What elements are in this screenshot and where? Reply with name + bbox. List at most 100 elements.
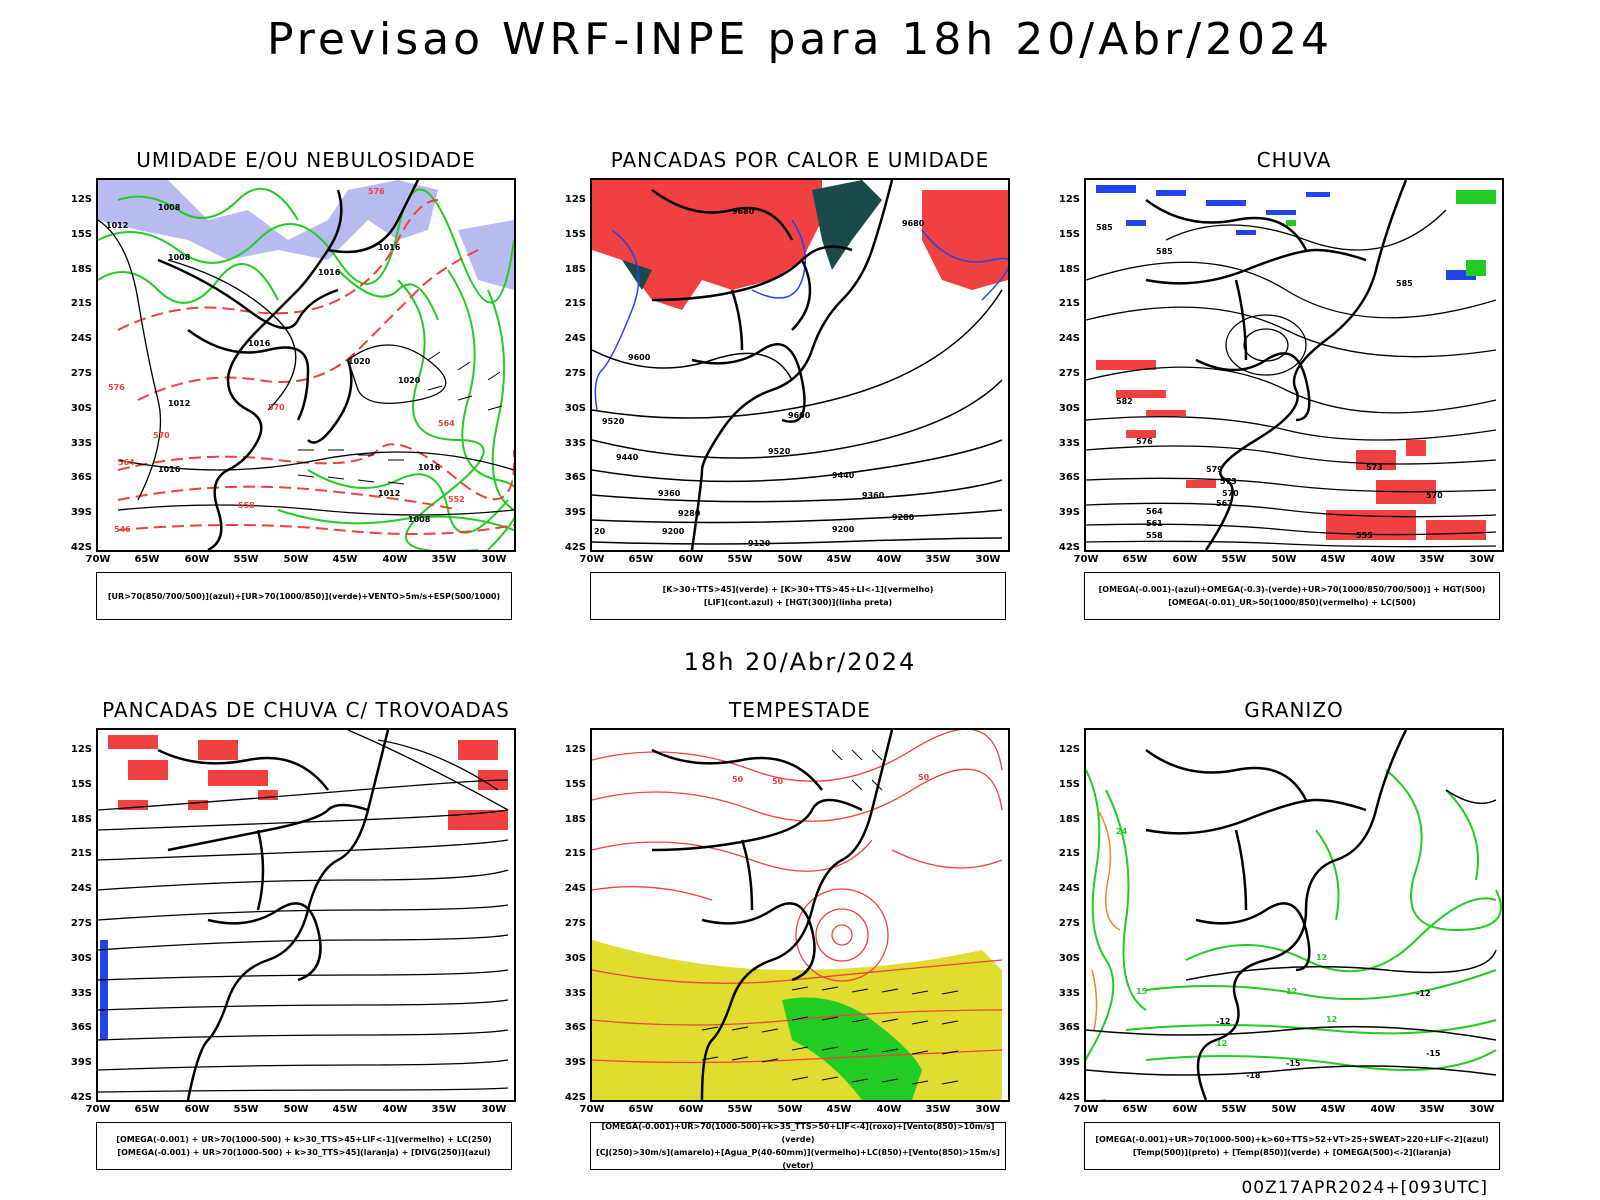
lon-tick: 30W [975,1104,1001,1115]
contour-label: 1008 [408,515,431,524]
lat-tick: 24S [564,333,586,344]
lon-tick: 40W [876,554,902,565]
pressure-isobars-black [98,219,514,516]
contour-label: 558 [1146,531,1163,540]
lon-tick: 30W [1469,554,1495,565]
panel-legend: [UR>70(850/700/500)](azul)+[UR>70(1000/8… [96,572,512,620]
lon-tick: 45W [1320,554,1346,565]
contour-label: 50 [732,775,744,784]
contour-label: 573 [1366,463,1383,472]
map-canvas [98,730,509,1100]
lon-tick: 50W [1271,554,1297,565]
lat-tick: 39S [70,507,92,518]
lat-tick: 30S [1058,953,1080,964]
contour-label: 9520 [602,417,625,426]
legend-line: [UR>70(850/700/500)](azul)+[UR>70(1000/8… [107,591,501,601]
map-frame: 1008 1008 1012 1016 1016 1016 1020 1020 … [96,178,516,552]
contour-label: 585 [1396,279,1413,288]
contour-label: 561 [1146,519,1163,528]
lc250-streamlines [98,730,509,1093]
contour-label: 9680 [902,219,925,228]
lon-tick: 40W [382,554,408,565]
lat-tick: 24S [1058,883,1080,894]
lat-tick: 18S [1058,264,1080,275]
lon-tick: 60W [1172,554,1198,565]
lat-tick: 30S [564,403,586,414]
lat-tick: 36S [1058,472,1080,483]
panel-umidade: UMIDADE E/OU NEBULOSIDADE [71,148,516,628]
lat-tick: 36S [1058,1022,1080,1033]
lat-tick: 36S [564,1022,586,1033]
contour-label: 9600 [788,411,811,420]
lat-tick: 42S [70,1092,92,1103]
map-frame: -12 -12 -15 -15 -18 15 12 12 12 12 24 [1084,728,1504,1102]
lat-tick: 39S [1058,507,1080,518]
lat-tick: 18S [70,264,92,275]
wind850-vectors [701,749,959,1085]
contour-label: 9360 [862,491,885,500]
lon-tick: 30W [481,1104,507,1115]
contour-label: 570 [153,431,170,440]
lon-tick: 60W [678,1104,704,1115]
contour-label: 12 [1326,1015,1337,1024]
lat-tick: 42S [70,542,92,553]
lon-tick: 35W [1419,1104,1445,1115]
contour-label: 12 [1286,987,1297,996]
lifted-index-contours-blue [594,219,1008,411]
lon-tick: 50W [283,554,309,565]
row-subtitle: 18h 20/Abr/2024 [683,648,917,676]
lat-tick: 18S [564,814,586,825]
lat-tick: 33S [70,438,92,449]
lat-tick: 12S [1058,194,1080,205]
lat-tick: 27S [70,918,92,929]
temp850-contours-green [1086,769,1502,1100]
country-borders [157,180,420,550]
contour-label: 9600 [628,353,651,362]
contour-label: 570 [268,403,285,412]
lon-tick: 55W [1221,1104,1247,1115]
contour-labels: 9680 9680 9600 9600 9520 9520 9440 9440 … [594,207,925,548]
lon-tick: 35W [431,554,457,565]
lat-tick: 42S [564,1092,586,1103]
country-borders [157,730,390,1100]
lon-tick: 65W [134,554,160,565]
lon-tick: 30W [481,554,507,565]
lat-tick: 21S [1058,848,1080,859]
map-frame: 585 585 585 582 579 576 573 570 567 564 … [1084,178,1504,552]
legend-line: [OMEGA(-0.001) + UR>70(1000-500) + k>30_… [116,1135,492,1144]
map-canvas: -12 -12 -15 -15 -18 15 12 12 12 12 24 [1086,730,1502,1100]
contour-label: 576 [1136,437,1153,446]
lat-tick: 12S [564,194,586,205]
contour-label: 576 [368,187,385,196]
lat-tick: 21S [70,298,92,309]
contour-label: 12 [1316,953,1327,962]
lon-tick: 60W [184,554,210,565]
map-canvas: 9680 9680 9600 9600 9520 9520 9440 9440 … [592,180,1008,550]
lat-tick: 24S [70,883,92,894]
contour-label: 1016 [158,465,181,474]
contour-label: 9440 [832,471,855,480]
contour-label: 50 [918,773,930,782]
contour-label: 570 [1426,491,1443,500]
contour-label: 564 [1146,507,1163,516]
storm-fill-red [108,735,508,830]
contour-labels: 1008 1008 1012 1016 1016 1016 1020 1020 … [106,187,465,534]
contour-label: 9520 [768,447,791,456]
lon-tick: 50W [1271,1104,1297,1115]
thickness-contours-red [117,199,514,535]
lat-tick: 21S [564,298,586,309]
panel-legend: [OMEGA(-0.001)-(azul)+OMEGA(-0.3)-(verde… [1084,572,1500,620]
divergence-fill-blue [100,940,108,1040]
lon-tick: 55W [727,554,753,565]
forecast-run-stamp: 00Z17APR2024+[093UTC] [1241,1178,1488,1198]
lon-tick: 50W [777,1104,803,1115]
hgt500-streamlines [1086,209,1497,548]
omega-contours-orange [1091,809,1121,1031]
omega-speckle-green [1286,190,1496,276]
lat-tick: 42S [564,542,586,553]
contour-label: 9360 [658,489,681,498]
contour-label: 1020 [348,357,371,366]
lat-tick: 27S [1058,918,1080,929]
lon-tick: 55W [727,1104,753,1115]
contour-label: 546 [114,525,131,534]
